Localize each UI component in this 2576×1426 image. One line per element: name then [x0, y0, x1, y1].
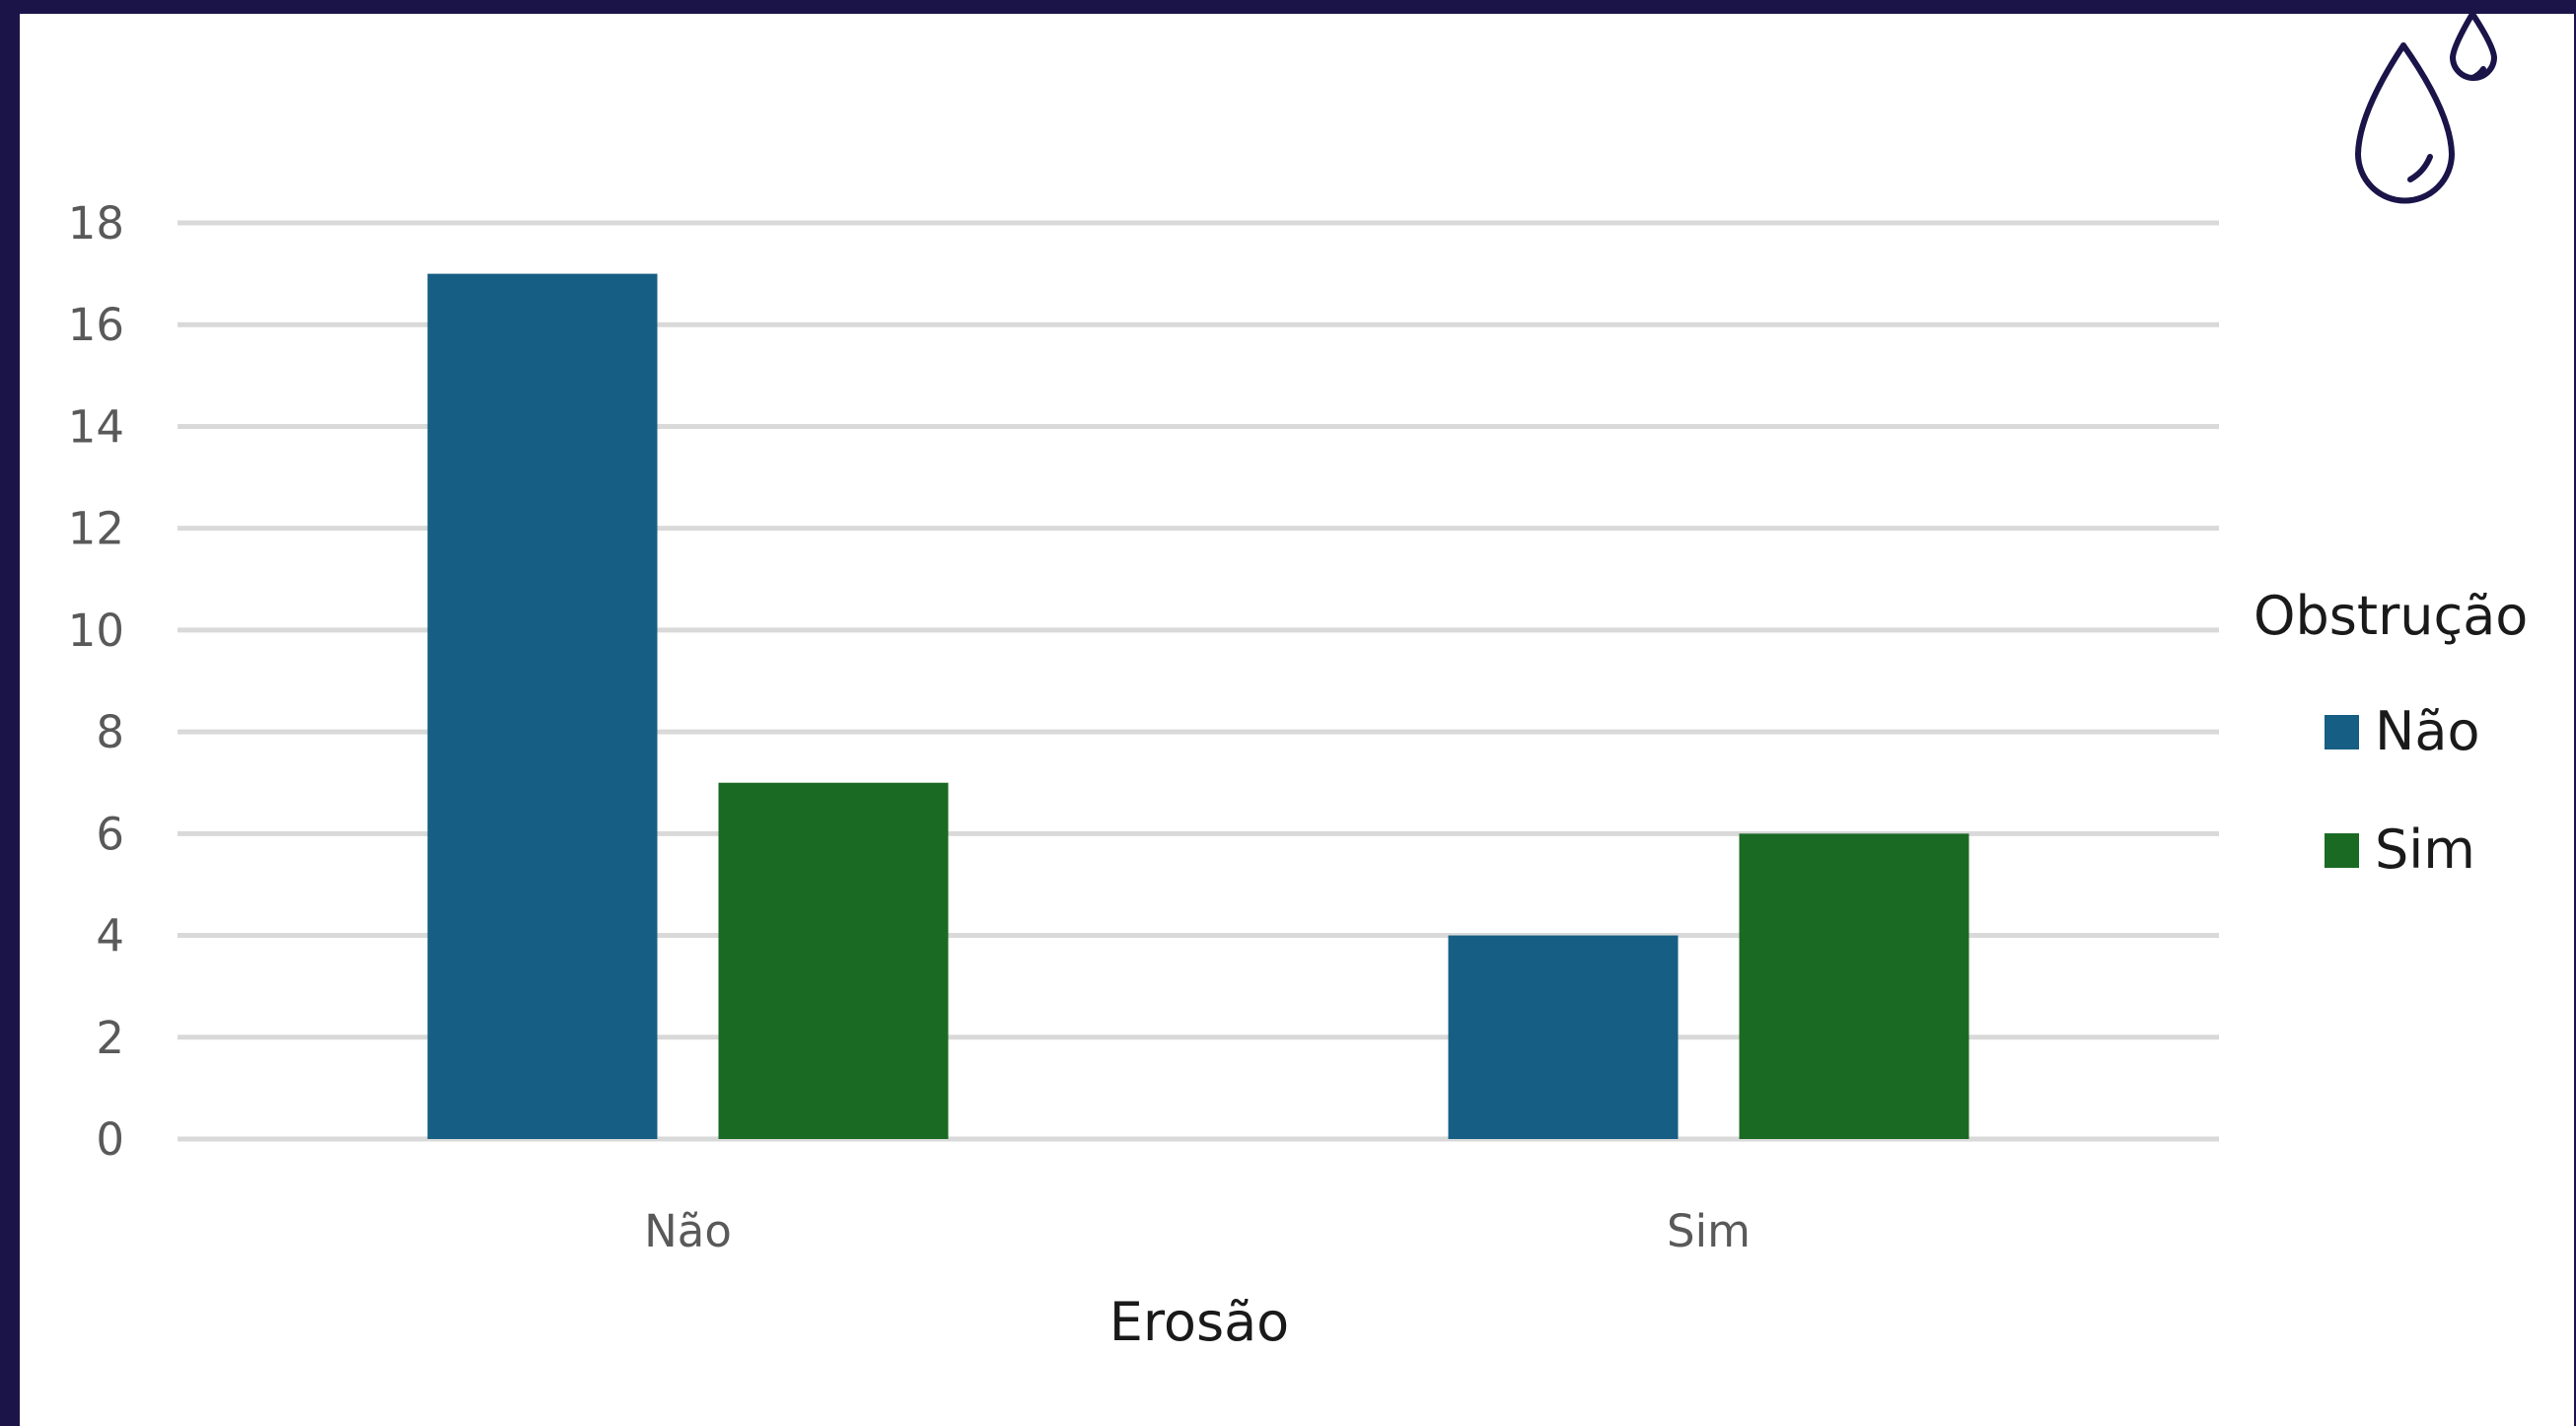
y-tick-label: 16 — [68, 299, 124, 351]
legend-label: Não — [2375, 700, 2480, 762]
legend: Obstrução Não Sim — [2254, 585, 2528, 881]
chart-frame: 0 2 4 6 8 10 12 14 16 18 Não Sim Erosão Obstrução … — [20, 14, 2574, 1426]
y-tick-label: 4 — [96, 910, 124, 963]
y-tick-label: 2 — [96, 1012, 124, 1064]
y-tick-label: 10 — [68, 605, 124, 657]
bar-sim-sim — [1739, 833, 1969, 1139]
x-tick-label: Não — [644, 1205, 732, 1257]
x-axis-title: Erosão — [1109, 1291, 1289, 1353]
legend-swatch — [2325, 715, 2359, 749]
bars — [427, 273, 1969, 1140]
y-tick-label: 18 — [68, 197, 124, 250]
legend-title: Obstrução — [2254, 585, 2528, 647]
bar-não-sim — [1448, 935, 1679, 1139]
y-tick-label: 8 — [96, 706, 124, 758]
legend-items: Não Sim — [2325, 700, 2480, 881]
y-tick-label: 0 — [96, 1113, 124, 1166]
y-tick-label: 14 — [68, 400, 124, 453]
legend-swatch — [2325, 833, 2359, 868]
x-axis-ticks: Não Sim — [644, 1205, 1751, 1257]
bar-sim-não — [718, 782, 949, 1139]
bar-chart: 0 2 4 6 8 10 12 14 16 18 Não Sim Erosão Obstrução … — [68, 14, 2528, 1353]
bar-não-não — [427, 273, 658, 1140]
legend-label: Sim — [2375, 819, 2475, 881]
y-axis-ticks: 0 2 4 6 8 10 12 14 16 18 — [68, 197, 124, 1166]
water-drops-icon — [2355, 14, 2497, 204]
x-tick-label: Sim — [1667, 1205, 1751, 1257]
y-tick-label: 12 — [68, 503, 124, 555]
y-tick-label: 6 — [96, 808, 124, 860]
